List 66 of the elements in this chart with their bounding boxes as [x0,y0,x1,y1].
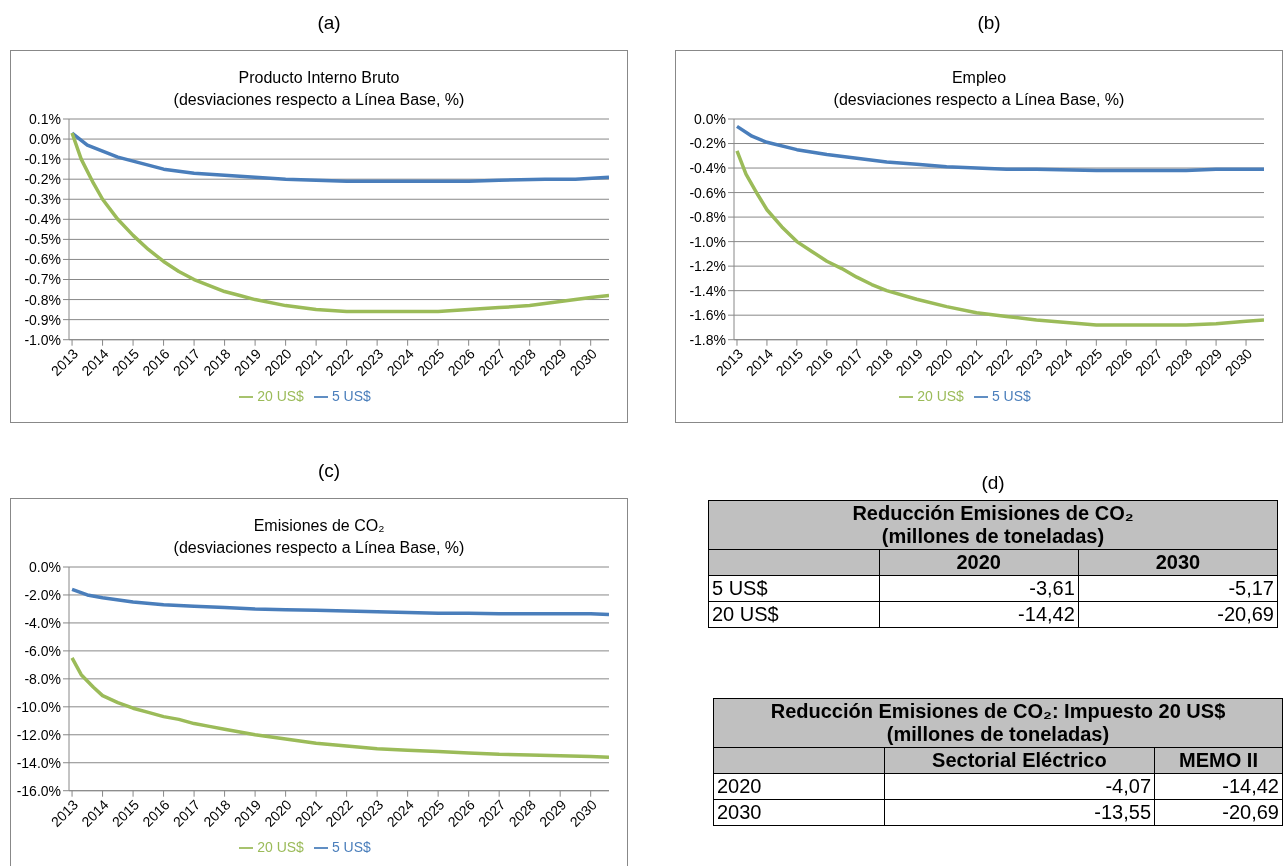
data-label: -5,17 [1078,575,1278,602]
text: (a) [316,12,342,33]
chart-subtitle: (desviaciones respecto a Línea Base, %) [172,90,466,110]
text: (c) [316,460,342,481]
y-tick-label: -6.0% [24,642,61,659]
y-tick-label: 0.0% [694,110,726,127]
y-tick-label: -8.0% [24,670,61,687]
data-label: -20,69 [1154,799,1283,826]
y-tick-label: -0.3% [24,191,61,208]
data-label: -14,42 [1154,773,1283,800]
data-label: -14,42 [879,601,1079,628]
category-label: 2030 [1078,549,1278,576]
y-tick-label: -1.6% [689,307,726,324]
legend-label: 20 US$ [917,387,964,404]
y-tick-label: 0.1% [29,110,61,127]
y-tick-label: -10.0% [16,698,61,715]
y-tick-label: -0.5% [24,231,61,248]
chart-title: Empleo [950,68,1008,88]
y-tick-label: -0.8% [24,291,61,308]
category-label: 2020 [879,549,1079,576]
y-tick-label: -1.0% [689,233,726,250]
y-tick-label: -0.1% [24,151,61,168]
y-tick-label: 0.0% [29,558,61,575]
chart-title: Producto Interno Bruto [237,68,401,88]
legend-label: 5 US$ [331,838,371,855]
y-tick-label: -0.7% [24,271,61,288]
chart-subtitle: (desviaciones respecto a Línea Base, %) [172,538,466,558]
chart-title: Emisiones de CO₂ [252,516,386,536]
y-tick-label: -0.9% [24,311,61,328]
y-tick-label: -0.6% [689,184,726,201]
chart-subtitle: (desviaciones respecto a Línea Base, %) [832,90,1126,110]
text: (millones de toneladas) [885,723,1111,746]
text: (millones de toneladas) [880,525,1106,548]
y-tick-label: -1.2% [689,258,726,275]
y-tick-label: -0.4% [24,211,61,228]
y-tick-label: -16.0% [16,782,61,799]
legend-label: 5 US$ [991,387,1031,404]
text: 20 US$ [708,601,880,628]
legend-label: 20 US$ [257,387,304,404]
y-tick-label: -12.0% [16,726,61,743]
series-label: 5 US$ [708,575,880,602]
legend-label: 5 US$ [331,387,371,404]
data-label: -13,55 [884,799,1155,826]
y-tick-label: -1.8% [689,331,726,348]
y-tick-label: -4.0% [24,614,61,631]
data-label: -3,61 [879,575,1079,602]
y-tick-label: -1.0% [24,331,61,348]
y-tick-label: -0.8% [689,209,726,226]
category-label: MEMO II [1154,747,1283,774]
text: Reducción Emisiones de CO₂: Impuesto 20 US$ [769,700,1227,723]
category-label: Sectorial Eléctrico [884,747,1155,774]
data-label: -4,07 [884,773,1155,800]
text: Reducción Emisiones de CO₂ [851,502,1135,525]
data-label: -20,69 [1078,601,1278,628]
y-tick-label: -2.0% [24,586,61,603]
y-tick-label: -0.2% [24,171,61,188]
y-tick-label: -1.4% [689,282,726,299]
legend-label: 20 US$ [257,838,304,855]
y-tick-label: -0.6% [24,251,61,268]
series-label: 2020 [713,773,885,800]
y-tick-label: -0.4% [689,160,726,177]
y-tick-label: -0.2% [689,135,726,152]
text: (b) [976,12,1002,33]
y-tick-label: 0.0% [29,131,61,148]
text: (d) [980,472,1006,494]
y-tick-label: -14.0% [16,754,61,771]
